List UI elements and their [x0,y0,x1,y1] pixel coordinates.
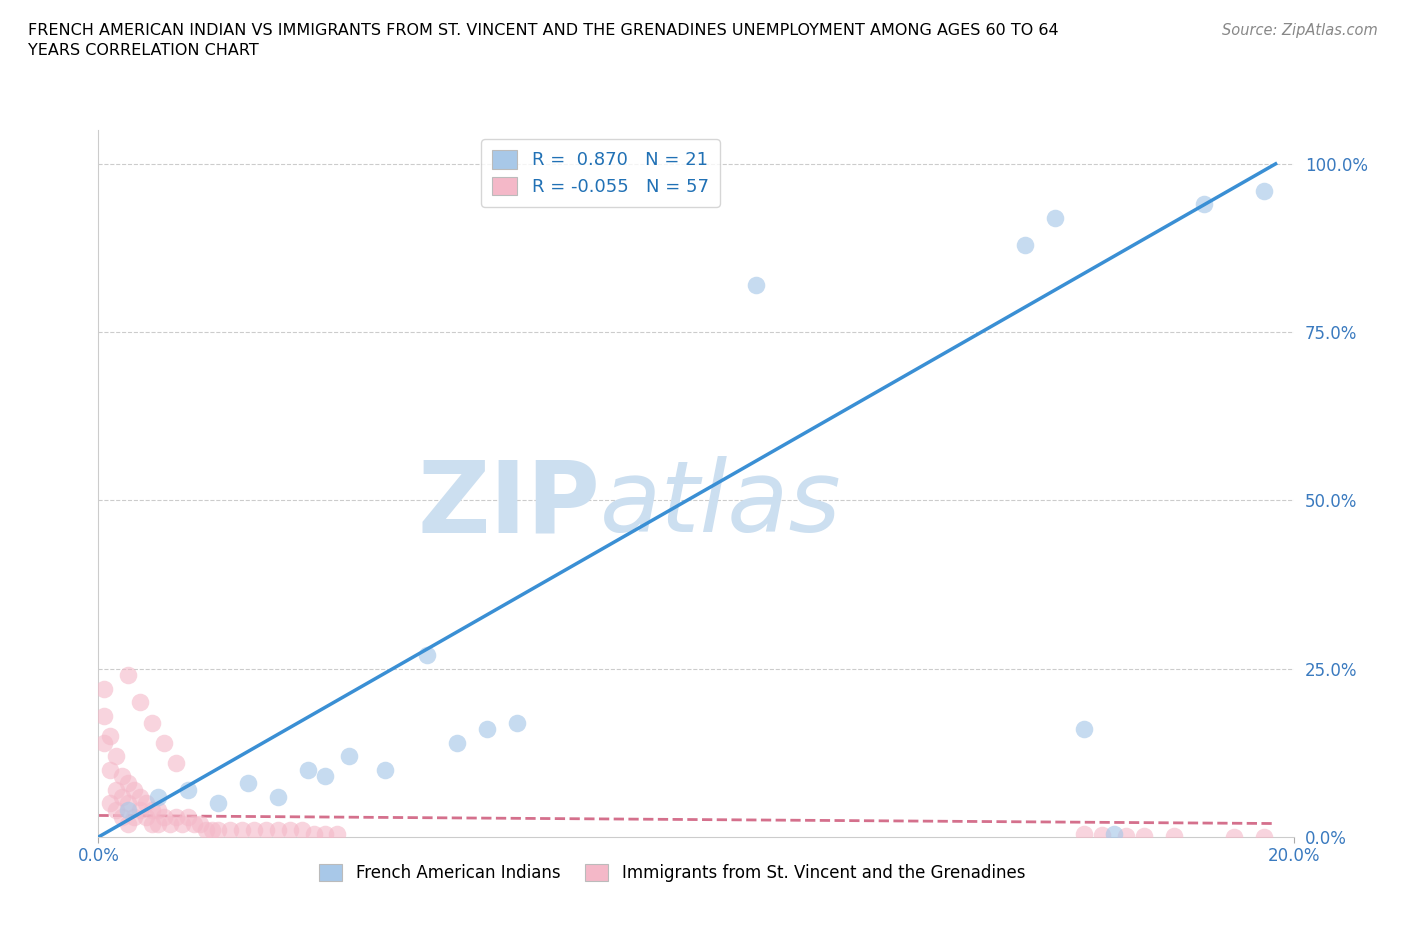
Point [98,728,122,743]
Point [1073,826,1095,841]
Point [93,682,115,697]
Point [111,769,134,784]
Point [1104,826,1126,841]
Point [219,823,242,838]
Point [98,796,122,811]
Legend: French American Indians, Immigrants from St. Vincent and the Grenadines: French American Indians, Immigrants from… [309,854,1035,892]
Point [135,796,157,811]
Point [105,749,128,764]
Point [278,823,301,838]
Point [111,809,134,824]
Point [339,749,361,764]
Point [1223,830,1246,844]
Point [93,736,115,751]
Point [1253,830,1275,844]
Point [165,755,187,770]
Point [297,763,319,777]
Point [159,817,181,831]
Point [291,823,314,838]
Point [302,826,325,841]
Point [254,823,277,838]
Point [1133,829,1156,844]
Point [141,817,163,831]
Point [93,709,115,724]
Point [195,823,218,838]
Point [141,803,163,817]
Point [105,803,128,817]
Point [148,790,170,804]
Point [117,796,139,811]
Point [1043,210,1066,225]
Point [117,817,139,831]
Point [177,782,200,797]
Point [129,695,152,710]
Point [1192,197,1215,212]
Point [446,736,468,751]
Point [231,823,253,838]
Point [1163,829,1185,844]
Point [117,668,139,683]
Point [117,776,139,790]
Point [1014,237,1036,252]
Point [148,817,170,831]
Point [416,648,439,663]
Point [207,796,229,811]
Point [148,803,170,817]
Point [326,826,349,841]
Point [183,817,205,831]
Text: FRENCH AMERICAN INDIAN VS IMMIGRANTS FROM ST. VINCENT AND THE GRENADINES UNEMPLO: FRENCH AMERICAN INDIAN VS IMMIGRANTS FRO… [28,23,1059,38]
Text: ZIP: ZIP [418,457,600,553]
Point [124,809,146,824]
Point [745,277,768,292]
Point [177,809,200,824]
Text: atlas: atlas [600,457,842,553]
Point [165,809,187,824]
Point [1091,828,1114,843]
Point [135,809,157,824]
Point [129,790,152,804]
Point [1115,829,1137,844]
Point [475,722,498,737]
Point [236,776,259,790]
Text: Source: ZipAtlas.com: Source: ZipAtlas.com [1222,23,1378,38]
Point [153,736,176,751]
Point [153,809,176,824]
Point [1253,183,1275,198]
Point [315,826,337,841]
Point [105,782,128,797]
Point [98,763,122,777]
Point [207,823,229,838]
Point [111,790,134,804]
Point [201,823,224,838]
Point [267,823,290,838]
Point [267,790,290,804]
Point [506,715,529,730]
Point [117,803,139,817]
Point [315,769,337,784]
Text: YEARS CORRELATION CHART: YEARS CORRELATION CHART [28,43,259,58]
Point [188,817,211,831]
Point [124,782,146,797]
Point [374,763,396,777]
Point [243,823,266,838]
Point [129,803,152,817]
Point [141,715,163,730]
Point [1073,722,1095,737]
Point [172,817,194,831]
